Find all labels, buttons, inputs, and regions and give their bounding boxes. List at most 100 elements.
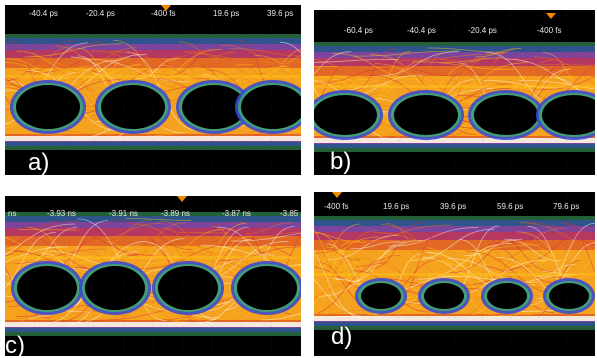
signal-trace xyxy=(81,57,130,110)
signal-trace xyxy=(412,61,514,70)
eye-diagram-panel-b: -60.4 ps -40.4 ps -20.4 ps -400 fs b) xyxy=(314,10,595,175)
signal-trace xyxy=(314,241,351,317)
signal-trace xyxy=(314,262,388,315)
signal-trace xyxy=(350,241,401,250)
signal-trace xyxy=(34,54,113,74)
time-tick: 79.6 ps xyxy=(553,202,580,211)
time-tick: -60.4 ps xyxy=(344,26,373,35)
signal-trace xyxy=(356,255,400,268)
signal-trace xyxy=(410,228,495,261)
signal-trace xyxy=(264,319,301,323)
eye-opening xyxy=(487,283,527,309)
signal-trace xyxy=(530,222,595,306)
signal-trace xyxy=(178,41,219,59)
signal-trace xyxy=(416,242,512,280)
signal-trace xyxy=(399,53,504,61)
signal-trace xyxy=(125,218,192,221)
time-axis-ticks-a: -40.4 ps -20.4 ps -400 fs 19.6 ps 39.6 p… xyxy=(5,5,301,19)
signal-trace xyxy=(252,63,301,66)
signal-trace xyxy=(373,232,446,245)
signal-trace xyxy=(380,63,453,77)
eye-opening xyxy=(182,85,246,129)
trigger-marker[interactable] xyxy=(546,13,556,19)
signal-trace xyxy=(464,238,523,256)
signal-trace xyxy=(147,229,225,265)
signal-trace xyxy=(47,225,156,256)
signal-trace xyxy=(5,40,75,82)
signal-trace xyxy=(492,227,565,261)
signal-trace xyxy=(314,278,372,318)
time-tick: -20.4 ps xyxy=(86,9,115,18)
eye-opening xyxy=(424,283,464,309)
panel-label-d: d) xyxy=(331,323,353,350)
signal-trace xyxy=(332,52,419,80)
signal-trace xyxy=(560,222,595,240)
signal-trace xyxy=(524,221,595,246)
trigger-marker[interactable] xyxy=(161,5,171,11)
signal-trace xyxy=(5,62,71,80)
signal-trace xyxy=(318,68,389,84)
eye-diagram-a xyxy=(5,5,301,175)
time-tick: -3.89 ns xyxy=(161,209,190,218)
signal-trace xyxy=(17,50,81,74)
signal-trace xyxy=(314,236,380,275)
signal-trace xyxy=(427,47,505,53)
time-axis-ticks-b: -60.4 ps -40.4 ps -20.4 ps -400 fs xyxy=(314,10,595,35)
signal-trace xyxy=(314,240,353,285)
signal-trace xyxy=(129,51,210,80)
time-tick: 19.6 ps xyxy=(383,202,410,211)
signal-trace xyxy=(500,226,595,271)
time-axis-ticks-d: -400 fs 19.6 ps 39.6 ps 59.6 ps 79.6 ps xyxy=(314,192,595,211)
signal-trace xyxy=(488,239,533,245)
signal-trace xyxy=(261,48,301,76)
signal-trace xyxy=(350,241,406,283)
signal-trace xyxy=(7,58,52,71)
eye-opening xyxy=(394,95,458,135)
high-level-rail xyxy=(5,75,301,78)
signal-trace xyxy=(314,58,399,63)
signal-trace xyxy=(314,309,374,317)
low-level-rail xyxy=(314,138,595,143)
signal-trace xyxy=(97,219,152,248)
signal-trace xyxy=(200,244,275,256)
signal-trace xyxy=(453,244,541,252)
high-level-rail xyxy=(314,85,595,88)
eye-opening xyxy=(361,283,401,309)
signal-trace xyxy=(261,313,301,321)
signal-trace xyxy=(23,227,78,265)
signal-trace xyxy=(425,247,495,316)
signal-trace xyxy=(540,63,595,66)
eye-diagram-c xyxy=(5,196,301,356)
signal-trace xyxy=(314,281,363,301)
eye-diagram-panel-c: ns -3.93 ns -3.91 ns -3.89 ns -3.87 ns -… xyxy=(5,196,301,356)
signal-trace xyxy=(220,246,301,261)
signal-trace xyxy=(504,58,595,95)
signal-trace xyxy=(24,220,80,228)
signal-trace xyxy=(376,51,459,77)
signal-trace xyxy=(504,238,561,262)
signal-trace xyxy=(90,50,192,91)
eye-opening xyxy=(542,95,595,135)
panel-label-c: c) xyxy=(5,332,25,357)
eye-opening xyxy=(85,266,145,310)
high-level-rail xyxy=(5,256,301,259)
time-tick: 39.6 ps xyxy=(440,202,467,211)
signal-trace xyxy=(193,51,235,65)
signal-trace xyxy=(5,265,50,319)
eye-opening xyxy=(474,95,538,135)
low-level-rail xyxy=(5,322,301,327)
time-tick: -400 fs xyxy=(151,9,176,18)
signal-trace xyxy=(352,50,460,57)
signal-trace xyxy=(314,240,360,305)
time-tick: ns xyxy=(8,209,17,218)
signal-trace xyxy=(5,223,76,256)
signal-trace xyxy=(351,257,438,282)
signal-trace xyxy=(314,231,360,261)
signal-trace xyxy=(534,56,595,86)
signal-trace xyxy=(186,53,273,63)
trigger-marker[interactable] xyxy=(332,192,342,198)
panel-label-b: b) xyxy=(330,148,352,175)
low-level-rail xyxy=(5,136,301,141)
signal-trace xyxy=(5,46,72,116)
trigger-marker[interactable] xyxy=(177,196,187,202)
